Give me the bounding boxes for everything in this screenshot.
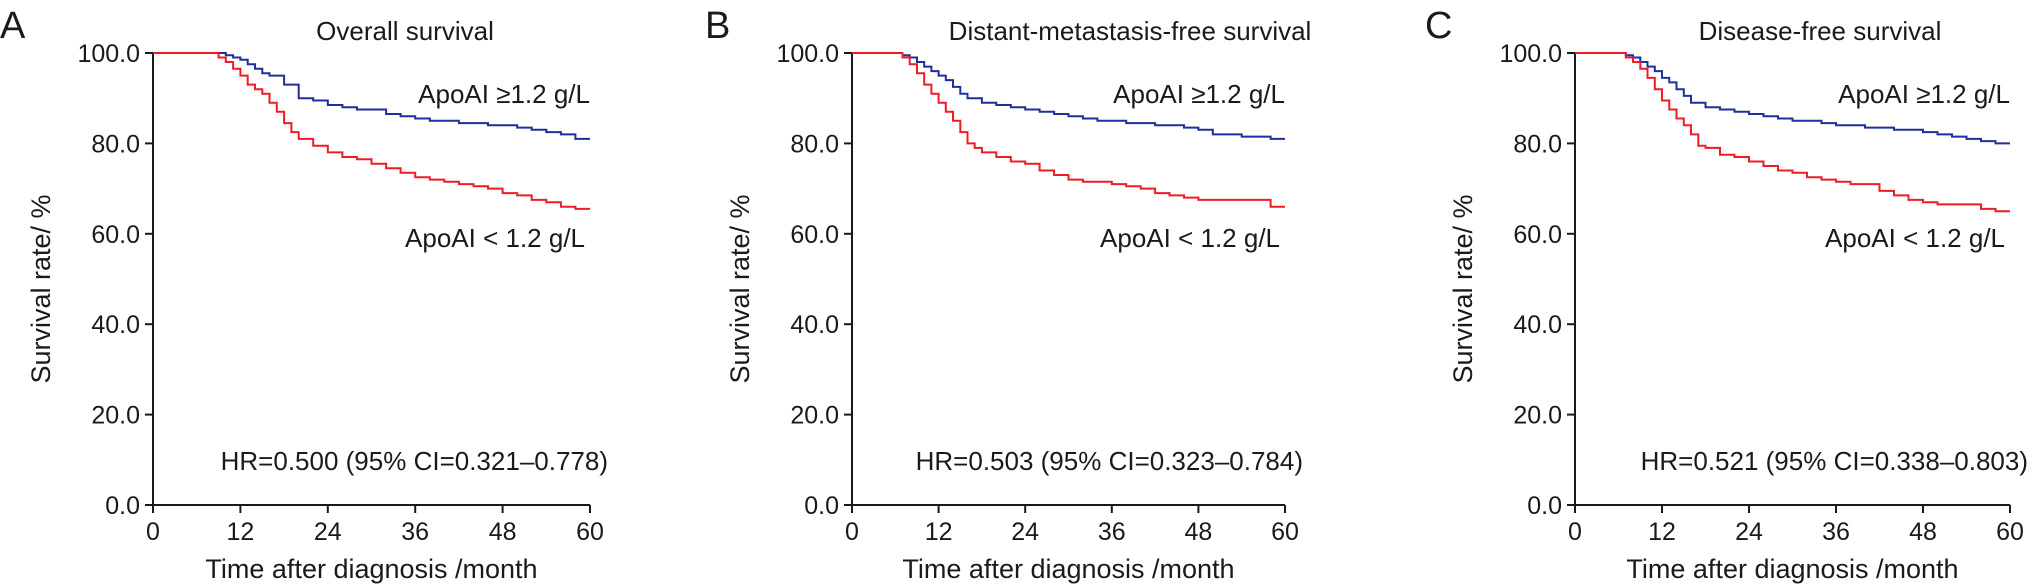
x-tick-label: 12 — [1648, 518, 1676, 546]
km-panel-a: A Overall survival 0.0 20.0 40.0 60.0 80.0 100.… — [0, 5, 608, 584]
x-tick-label: 0 — [146, 518, 160, 546]
x-tick-label: 0 — [1568, 518, 1582, 546]
series-label-high: ApoAI ≥1.2 g/L — [1838, 79, 2010, 109]
survival-curve-low-apoai — [1575, 52, 2010, 213]
x-tick-label: 36 — [1098, 518, 1126, 546]
x-tick-label: 24 — [1011, 518, 1039, 546]
y-tick-label: 60.0 — [1513, 221, 1562, 249]
survival-curve-low-apoai — [852, 52, 1285, 208]
series-label-high: ApoAI ≥1.2 g/L — [1113, 79, 1285, 109]
y-tick-label: 40.0 — [1513, 311, 1562, 339]
x-tick-label: 0 — [845, 518, 859, 546]
y-axis-label: Survival rate/ % — [725, 194, 755, 383]
y-tick-label: 20.0 — [91, 402, 140, 430]
series-label-low: ApoAI < 1.2 g/L — [1825, 223, 2005, 253]
km-panel-b: B Distant-metastasis-free survival 0.0 20.0… — [705, 5, 1311, 584]
series-label-low: ApoAI < 1.2 g/L — [1100, 223, 1280, 253]
y-tick-label: 80.0 — [1513, 130, 1562, 158]
y-tick-label: 40.0 — [790, 311, 839, 339]
y-axis-label: Survival rate/ % — [26, 194, 56, 383]
x-tick-label: 48 — [1184, 518, 1212, 546]
survival-curve-high-apoai — [1575, 52, 2010, 145]
survival-curve-high-apoai — [153, 52, 590, 140]
x-tick-label: 36 — [401, 518, 429, 546]
x-tick-label: 12 — [226, 518, 254, 546]
chart-title: Disease-free survival — [1699, 16, 1942, 46]
x-axis-label: Time after diagnosis /month — [1626, 554, 1958, 584]
y-tick-label: 0.0 — [105, 492, 140, 520]
y-tick-label: 60.0 — [790, 221, 839, 249]
x-tick-label: 48 — [489, 518, 517, 546]
y-tick-label: 80.0 — [790, 130, 839, 158]
y-tick-label: 0.0 — [1527, 492, 1562, 520]
x-tick-label: 36 — [1822, 518, 1850, 546]
x-tick-label: 12 — [925, 518, 953, 546]
chart-title: Overall survival — [316, 16, 494, 46]
hazard-ratio-text: HR=0.521 (95% CI=0.338–0.803) — [1641, 446, 2028, 476]
panel-letter: B — [705, 5, 730, 47]
y-tick-label: 80.0 — [91, 130, 140, 158]
x-tick-label: 60 — [1996, 518, 2024, 546]
y-tick-label: 40.0 — [91, 311, 140, 339]
y-tick-label: 20.0 — [1513, 402, 1562, 430]
x-tick-label: 60 — [1271, 518, 1299, 546]
y-tick-label: 20.0 — [790, 402, 839, 430]
x-tick-label: 48 — [1909, 518, 1937, 546]
y-axis-label: Survival rate/ % — [1448, 194, 1478, 383]
hazard-ratio-text: HR=0.503 (95% CI=0.323–0.784) — [916, 446, 1303, 476]
survival-curve-high-apoai — [852, 52, 1285, 140]
x-tick-label: 60 — [576, 518, 604, 546]
panel-letter: C — [1425, 5, 1452, 47]
chart-title: Distant-metastasis-free survival — [949, 16, 1312, 46]
x-axis-label: Time after diagnosis /month — [205, 554, 537, 584]
x-tick-label: 24 — [314, 518, 342, 546]
series-label-high: ApoAI ≥1.2 g/L — [418, 79, 590, 109]
y-tick-label: 100.0 — [776, 40, 839, 68]
y-tick-label: 100.0 — [77, 40, 140, 68]
y-tick-label: 60.0 — [91, 221, 140, 249]
survival-curve-low-apoai — [153, 52, 590, 210]
y-tick-label: 100.0 — [1499, 40, 1562, 68]
x-axis-label: Time after diagnosis /month — [902, 554, 1234, 584]
km-panel-c: C Disease-free survival 0.0 20.0 40.0 60.0 80.… — [1425, 5, 2028, 584]
panel-letter: A — [0, 5, 26, 47]
series-label-low: ApoAI < 1.2 g/L — [405, 223, 585, 253]
x-tick-label: 24 — [1735, 518, 1763, 546]
y-tick-label: 0.0 — [804, 492, 839, 520]
hazard-ratio-text: HR=0.500 (95% CI=0.321–0.778) — [221, 446, 608, 476]
